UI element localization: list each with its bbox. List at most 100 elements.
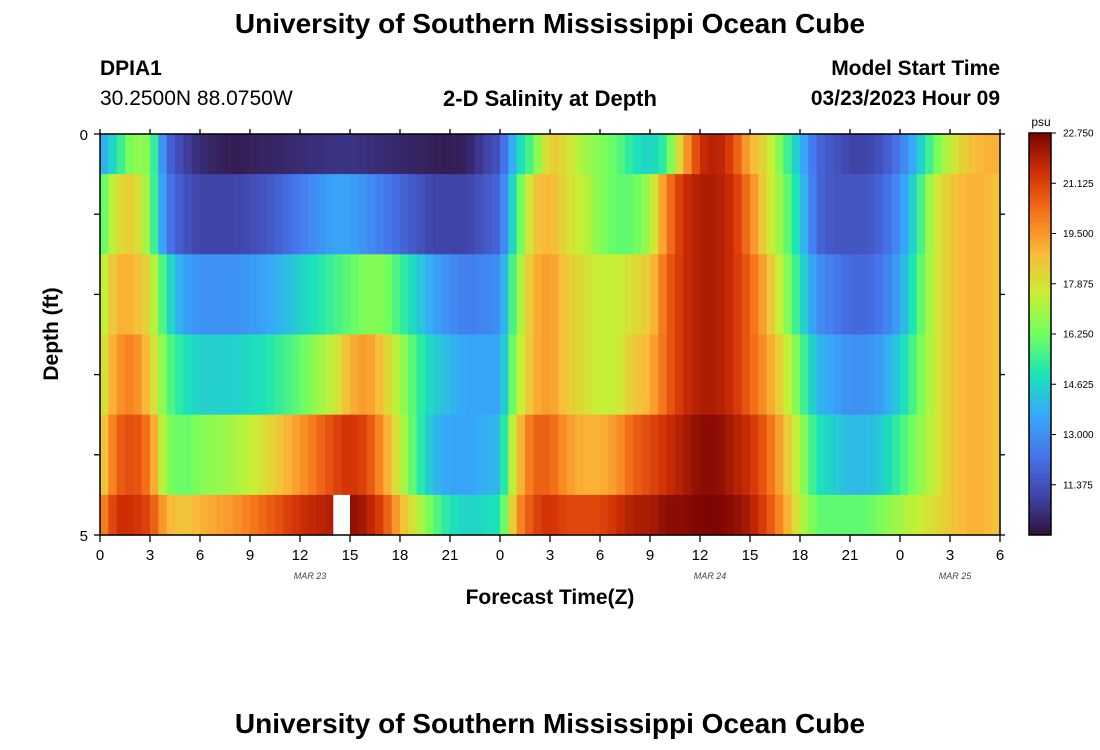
heatmap-cell bbox=[141, 414, 151, 496]
heatmap-cell bbox=[691, 134, 701, 175]
heatmap-cell bbox=[450, 414, 459, 496]
heatmap-cell bbox=[408, 134, 418, 175]
heatmap-cell bbox=[766, 254, 776, 336]
heatmap-cell bbox=[733, 254, 743, 336]
heatmap-cell bbox=[291, 334, 301, 416]
colorbar-label: 13.000 bbox=[1063, 430, 1094, 441]
heatmap-cell bbox=[458, 134, 468, 175]
heatmap-cell bbox=[283, 494, 293, 536]
heatmap-cell bbox=[458, 174, 468, 255]
heatmap-cell bbox=[216, 494, 226, 536]
heatmap-cell bbox=[675, 174, 684, 255]
heatmap-cell bbox=[241, 334, 251, 416]
heatmap-cell bbox=[650, 494, 659, 536]
heatmap-cell bbox=[541, 254, 551, 336]
colorbar-label: 17.875 bbox=[1063, 279, 1094, 290]
heatmap-cell bbox=[566, 134, 576, 175]
heatmap-cell bbox=[641, 334, 651, 416]
heatmap-cell bbox=[550, 174, 559, 255]
heatmap-cell bbox=[916, 254, 926, 336]
heatmap-cell bbox=[583, 334, 593, 416]
heatmap-cell bbox=[800, 414, 809, 496]
heatmap-cell bbox=[658, 134, 668, 175]
heatmap-cell bbox=[908, 414, 918, 496]
heatmap-cell bbox=[383, 414, 393, 496]
heatmap-cell bbox=[508, 254, 518, 336]
heatmap-cell bbox=[783, 134, 793, 175]
heatmap-cell bbox=[325, 134, 334, 175]
heatmap-cell bbox=[725, 494, 734, 536]
heatmap-cell bbox=[133, 414, 143, 496]
heatmap-cell bbox=[100, 134, 109, 175]
x-tick-label: 18 bbox=[392, 547, 409, 564]
heatmap-cell bbox=[708, 414, 718, 496]
model-start-label: Model Start Time bbox=[831, 57, 1000, 80]
heatmap-cell bbox=[208, 254, 218, 336]
heatmap-cell bbox=[216, 254, 226, 336]
heatmap-cell bbox=[716, 174, 726, 255]
heatmap-cell bbox=[883, 174, 893, 255]
heatmap-cell bbox=[600, 254, 609, 336]
heatmap-cell bbox=[658, 334, 668, 416]
heatmap-cell bbox=[408, 414, 418, 496]
heatmap-cell bbox=[383, 494, 393, 536]
heatmap-cell bbox=[350, 254, 359, 336]
heatmap-cell bbox=[375, 254, 384, 336]
heatmap-cell bbox=[383, 174, 393, 255]
heatmap-cell bbox=[958, 414, 968, 496]
station-coords: 30.2500N 88.0750W bbox=[100, 87, 293, 110]
heatmap-cell bbox=[341, 494, 351, 536]
x-date-label: MAR 23 bbox=[294, 571, 327, 581]
heatmap-cell bbox=[591, 334, 601, 416]
heatmap-cell bbox=[475, 334, 484, 416]
heatmap-cell bbox=[283, 134, 293, 175]
heatmap-cell bbox=[825, 134, 834, 175]
heatmap-cell bbox=[341, 134, 351, 175]
heatmap-cell bbox=[983, 134, 993, 175]
heatmap-cell bbox=[333, 414, 343, 496]
heatmap-cell bbox=[483, 134, 493, 175]
heatmap-cell bbox=[491, 494, 501, 536]
heatmap-cell bbox=[400, 334, 409, 416]
heatmap-cell bbox=[950, 174, 959, 255]
heatmap-cell bbox=[450, 254, 459, 336]
heatmap-cell bbox=[400, 254, 409, 336]
heatmap-cell bbox=[358, 494, 368, 536]
heatmap-cell bbox=[758, 494, 768, 536]
heatmap-cell bbox=[900, 174, 909, 255]
heatmap-cell bbox=[833, 134, 843, 175]
heatmap-cell bbox=[691, 254, 701, 336]
heatmap-cell bbox=[133, 174, 143, 255]
heatmap-cell bbox=[366, 254, 376, 336]
heatmap-cell bbox=[483, 494, 493, 536]
heatmap-cell bbox=[900, 414, 909, 496]
heatmap-cell bbox=[400, 494, 409, 536]
heatmap-cell bbox=[641, 414, 651, 496]
heatmap-cell bbox=[441, 334, 451, 416]
heatmap-cell bbox=[466, 494, 476, 536]
y-tick-label: 0 bbox=[80, 127, 88, 144]
heatmap-cell bbox=[483, 174, 493, 255]
heatmap-cell bbox=[250, 254, 259, 336]
heatmap-cell bbox=[266, 174, 276, 255]
heatmap-cell bbox=[416, 334, 426, 416]
heatmap-cell bbox=[341, 334, 351, 416]
heatmap-cell bbox=[283, 174, 293, 255]
heatmap-cell bbox=[691, 414, 701, 496]
heatmap-cell bbox=[891, 334, 901, 416]
heatmap-cell bbox=[583, 494, 593, 536]
heatmap-cell bbox=[200, 134, 209, 175]
heatmap-cell bbox=[783, 334, 793, 416]
heatmap-cell bbox=[333, 334, 343, 416]
heatmap-cell bbox=[625, 254, 634, 336]
heatmap-cell bbox=[950, 134, 959, 175]
heatmap-cell bbox=[141, 494, 151, 536]
heatmap-cell bbox=[533, 414, 543, 496]
heatmap-cell bbox=[908, 134, 918, 175]
heatmap-cell bbox=[650, 134, 659, 175]
heatmap-cell bbox=[300, 174, 309, 255]
heatmap-cell bbox=[575, 334, 584, 416]
heatmap-cell bbox=[341, 174, 351, 255]
heatmap-cell bbox=[233, 174, 243, 255]
